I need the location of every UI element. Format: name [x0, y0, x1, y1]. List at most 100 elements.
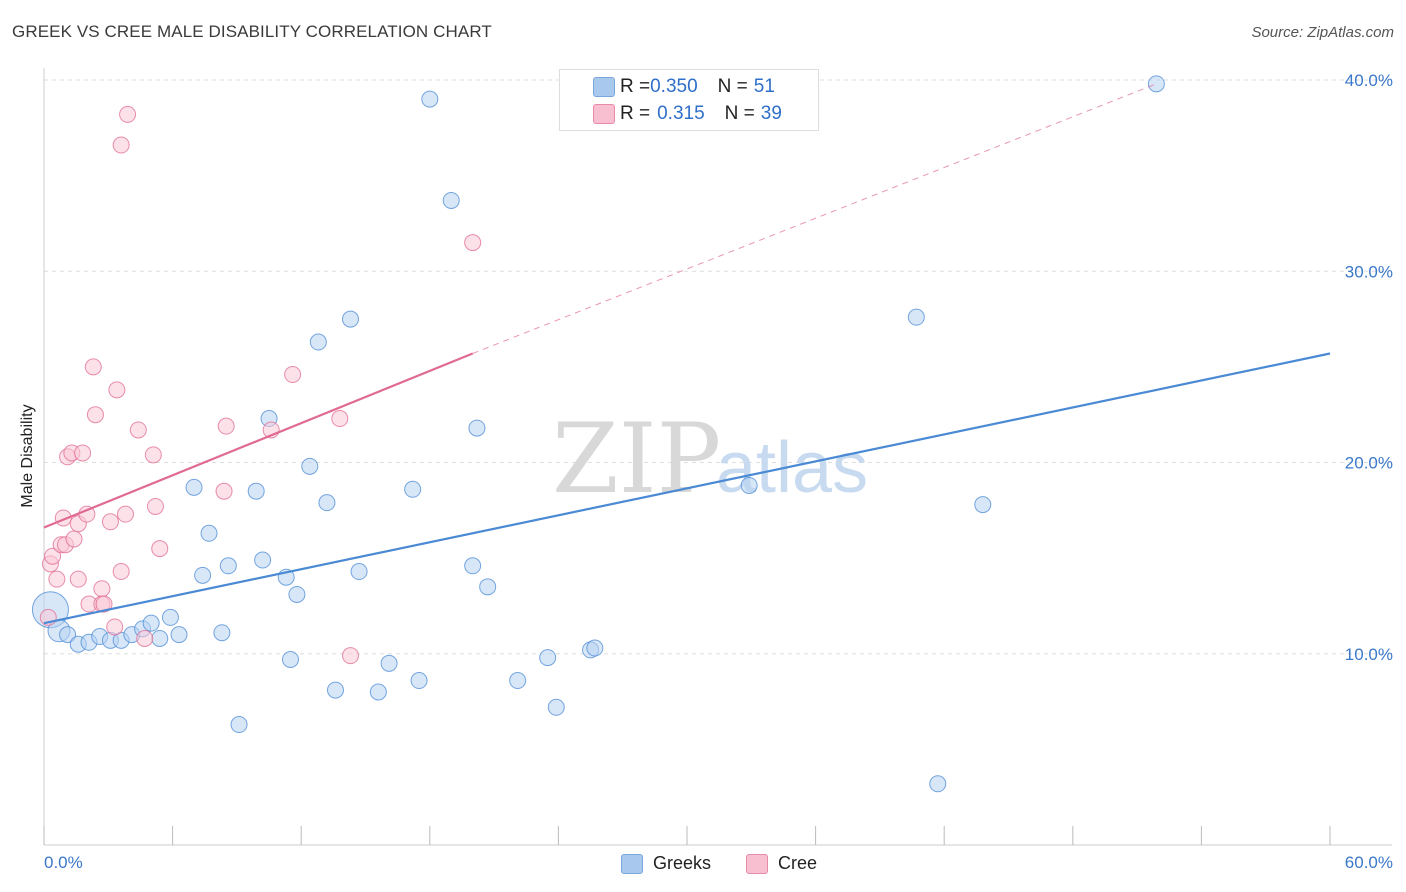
- legend-n-value: 39: [760, 103, 782, 124]
- point-greeks: [326, 681, 344, 699]
- x-tick-label: 0.0%: [44, 853, 83, 872]
- point-cree: [84, 358, 102, 376]
- point-cree: [108, 381, 126, 399]
- bottom-legend-swatch-greeks: [621, 853, 643, 874]
- point-greeks: [142, 614, 160, 632]
- point-greeks: [410, 672, 428, 690]
- watermark-atlas: atlas: [716, 428, 868, 508]
- point-greeks: [350, 563, 368, 581]
- source-label: Source: ZipAtlas.com: [1251, 24, 1394, 41]
- watermark-zip: ZIP: [552, 403, 721, 515]
- point-greeks: [547, 698, 565, 716]
- point-cree: [119, 105, 137, 123]
- legend: R = 0.350 N = 51 R = 0.315 N = 39: [559, 69, 819, 131]
- point-greeks: [301, 457, 319, 475]
- trend-lines: [43, 83, 1331, 625]
- point-cree: [146, 497, 164, 515]
- point-cree: [44, 547, 62, 565]
- y-tick-label: 10.0%: [1345, 645, 1393, 664]
- legend-n-label: N =: [724, 103, 755, 124]
- legend-swatch-greeks: [593, 77, 615, 97]
- point-greeks: [404, 480, 422, 498]
- point-greeks: [254, 551, 272, 569]
- legend-swatch-cree: [593, 104, 615, 124]
- point-cree: [112, 136, 130, 154]
- point-cree: [331, 410, 349, 428]
- point-greeks: [59, 626, 77, 644]
- point-greeks: [421, 90, 439, 108]
- point-cree: [129, 421, 147, 439]
- point-greeks: [161, 608, 179, 626]
- bottom-legend: Greeks Cree: [0, 853, 1406, 877]
- point-cree: [136, 629, 154, 647]
- trend-extension-cree: [472, 83, 1157, 354]
- point-greeks: [929, 775, 947, 793]
- legend-r-label: R =: [620, 103, 651, 124]
- point-cree: [48, 570, 66, 588]
- point-greeks: [200, 524, 218, 542]
- point-cree: [106, 618, 124, 636]
- legend-r-value: 0.350: [650, 76, 698, 97]
- point-greeks: [974, 496, 992, 514]
- legend-row-greeks: R = 0.350 N = 51: [593, 75, 775, 99]
- point-greeks: [464, 557, 482, 575]
- point-cree: [464, 234, 482, 252]
- point-cree: [112, 563, 130, 581]
- point-greeks: [509, 672, 527, 690]
- trend-line-greeks: [43, 352, 1331, 625]
- legend-n-label: N =: [717, 76, 748, 97]
- point-cree: [284, 366, 302, 384]
- point-cree: [151, 540, 169, 558]
- point-cree: [74, 444, 92, 462]
- point-greeks: [194, 566, 212, 584]
- point-cree: [341, 647, 359, 665]
- point-greeks: [907, 308, 925, 326]
- point-greeks: [442, 191, 460, 209]
- point-greeks: [170, 626, 188, 644]
- chart-title: GREEK VS CREE MALE DISABILITY CORRELATIO…: [12, 22, 492, 41]
- point-greeks: [281, 650, 299, 668]
- y-tick-label: 20.0%: [1345, 454, 1393, 473]
- bottom-legend-swatch-cree: [746, 853, 768, 874]
- point-greeks: [586, 639, 604, 657]
- bottom-legend-cree: Cree: [746, 853, 817, 874]
- point-cree: [101, 513, 119, 531]
- axes: [43, 68, 1392, 846]
- point-greeks: [479, 578, 497, 596]
- grid-lines: [44, 79, 1392, 655]
- point-greeks: [318, 494, 336, 512]
- point-cree: [69, 570, 87, 588]
- point-greeks: [185, 478, 203, 496]
- bottom-legend-label: Greeks: [653, 853, 712, 873]
- point-greeks: [369, 683, 387, 701]
- point-greeks: [1147, 75, 1165, 93]
- bottom-legend-greeks: Greeks: [621, 853, 711, 874]
- point-greeks: [309, 333, 327, 351]
- y-tick-label: 40.0%: [1345, 71, 1393, 90]
- legend-n-value: 51: [753, 76, 775, 97]
- legend-r-label: R =: [620, 76, 651, 97]
- point-cree: [93, 580, 111, 598]
- point-greeks: [230, 716, 248, 734]
- watermark: ZIP atlas: [552, 403, 868, 515]
- trend-line-cree: [43, 352, 474, 529]
- point-greeks: [288, 585, 306, 603]
- point-cree: [86, 406, 104, 424]
- point-cree: [144, 446, 162, 464]
- point-greeks: [247, 482, 265, 500]
- point-greeks: [539, 649, 557, 667]
- point-cree: [116, 505, 134, 523]
- legend-r-value: 0.315: [657, 103, 705, 124]
- point-greeks: [740, 476, 758, 494]
- x-tick-label: 60.0%: [1345, 853, 1393, 872]
- point-greeks: [219, 557, 237, 575]
- point-cree: [217, 417, 235, 435]
- y-tick-label: 30.0%: [1345, 262, 1393, 281]
- tick-labels: 10.0% 20.0% 30.0% 40.0% 0.0% 60.0%: [44, 71, 1393, 872]
- point-greeks: [151, 629, 169, 647]
- point-greeks: [341, 310, 359, 328]
- point-cree: [215, 482, 233, 500]
- point-cree: [65, 530, 83, 548]
- point-greeks: [380, 654, 398, 672]
